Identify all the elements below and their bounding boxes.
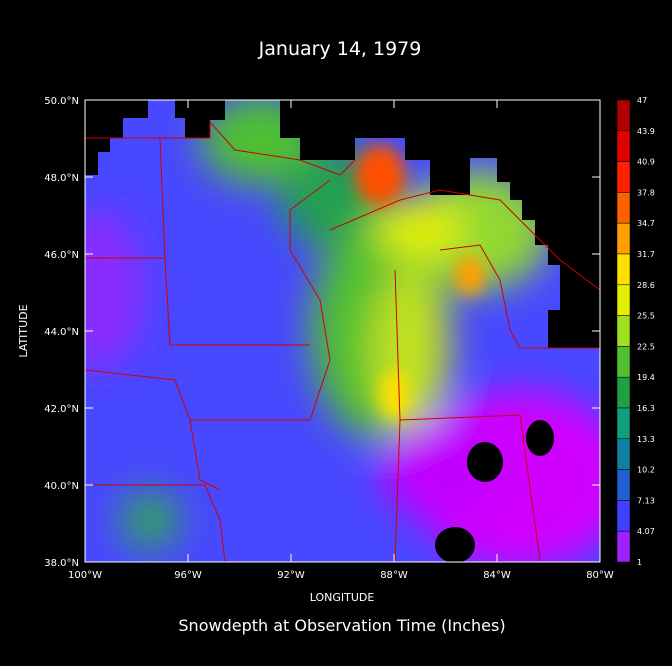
- colorbar-label: 10.2: [637, 466, 655, 475]
- colorbar-label: 4.07: [637, 527, 655, 536]
- colorbar-label: 43.9: [637, 127, 655, 136]
- x-axis-label: LONGITUDE: [310, 591, 375, 604]
- colorbar-swatch: [616, 500, 631, 532]
- colorbar-swatch: [616, 222, 631, 255]
- colorbar-swatch: [616, 161, 631, 193]
- colorbar-swatch: [616, 376, 631, 409]
- colorbar-swatch: [616, 130, 631, 162]
- colorbar-swatch: [616, 469, 631, 501]
- colorbar-swatch: [616, 192, 631, 224]
- colorbar-swatch: [616, 530, 631, 563]
- colorbar-swatch: [616, 99, 631, 132]
- colorbar-label: 31.7: [637, 250, 655, 259]
- y-tick-label: 40.0°N: [44, 481, 79, 492]
- y-tick-label: 42.0°N: [44, 404, 79, 415]
- colorbar-swatch: [616, 253, 631, 286]
- colorbar-label: 7.13: [637, 496, 655, 505]
- y-tick-label: 48.0°N: [44, 173, 79, 184]
- x-tick-label: 100°W: [68, 570, 102, 581]
- boundaries: [84, 120, 601, 563]
- y-tick-label: 46.0°N: [44, 250, 79, 261]
- colorbar-label: 47: [637, 96, 647, 105]
- colorbar-swatch: [616, 438, 631, 470]
- caption: Snowdepth at Observation Time (Inches): [178, 616, 505, 635]
- colorbar-label: 13.3: [637, 435, 655, 444]
- colorbar-label: 16.3: [637, 404, 655, 413]
- snow-field: [85, 100, 600, 562]
- x-tick-label: 80°W: [586, 570, 614, 581]
- y-axis-label: LATITUDE: [17, 304, 30, 357]
- y-tick-label: 50.0°N: [44, 96, 79, 107]
- colorbar-swatch: [616, 346, 631, 378]
- colorbar-swatch: [616, 284, 631, 316]
- y-tick-label: 38.0°N: [44, 558, 79, 569]
- x-tick-label: 92°W: [277, 570, 305, 581]
- x-tick-label: 88°W: [380, 570, 408, 581]
- y-tick-label: 44.0°N: [44, 327, 79, 338]
- colorbar-label: 34.7: [637, 219, 655, 228]
- colorbar-label: 19.4: [637, 373, 655, 382]
- colorbar-swatch: [616, 315, 631, 347]
- x-tick-label: 84°W: [483, 570, 511, 581]
- x-tick-label: 96°W: [174, 570, 202, 581]
- title: January 14, 1979: [258, 38, 422, 60]
- colorbar-label: 40.9: [637, 158, 655, 167]
- colorbar-label: 25.5: [637, 312, 655, 321]
- colorbar-label: 22.5: [637, 342, 655, 351]
- colorbar-label: 28.6: [637, 281, 655, 290]
- colorbar-label: 37.8: [637, 188, 655, 197]
- colorbar-label: 1: [637, 558, 642, 567]
- colorbar-swatch: [616, 407, 631, 440]
